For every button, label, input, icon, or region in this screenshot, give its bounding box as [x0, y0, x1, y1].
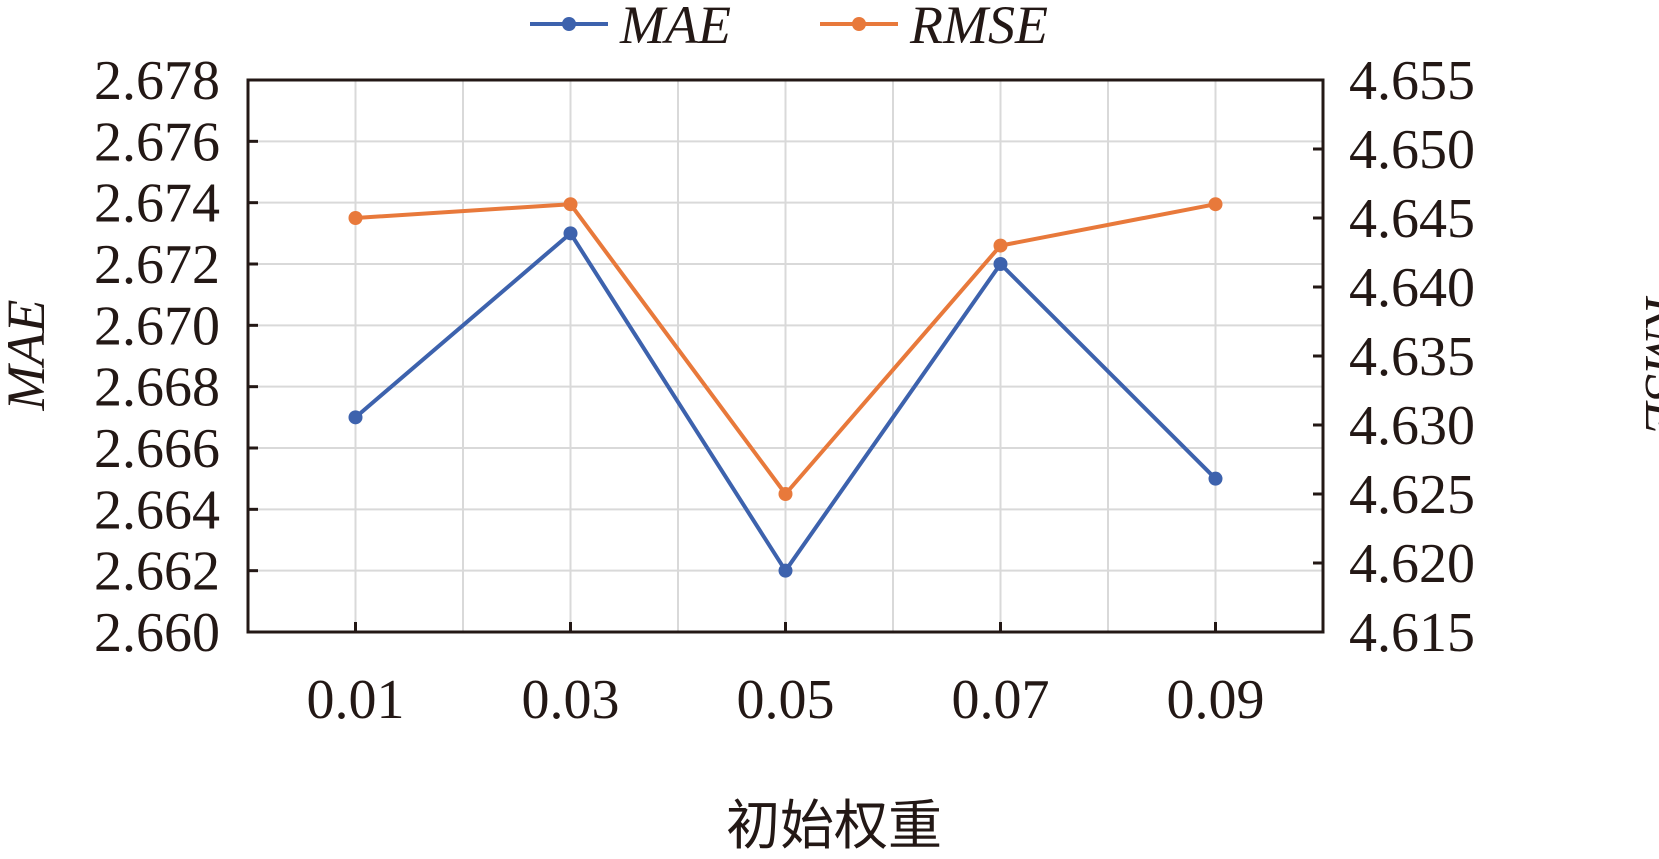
y-right-tick-label: 4.615 [1349, 602, 1475, 664]
y-left-tick-label: 2.664 [94, 479, 220, 541]
y-left-tick-label: 2.660 [94, 602, 220, 664]
mae-data-point [348, 410, 363, 425]
x-tick-label: 0.05 [737, 669, 835, 731]
y-right-tick-label: 4.625 [1349, 464, 1475, 526]
y-right-tick-label: 4.650 [1349, 119, 1475, 181]
x-tick-label: 0.09 [1167, 669, 1265, 731]
axes [246, 78, 1325, 634]
rmse-data-point [563, 197, 578, 212]
y-left-tick-label: 2.670 [94, 295, 220, 357]
legend-mae-marker [562, 17, 576, 31]
tick-labels: 2.6602.6622.6642.6662.6682.6702.6722.674… [94, 50, 1475, 731]
y-right-tick-label: 4.640 [1349, 257, 1475, 319]
legend: MAE RMSE [530, 0, 1048, 55]
mae-data-point [563, 226, 578, 241]
mae-data-point [778, 563, 793, 578]
y-left-tick-label: 2.662 [94, 541, 220, 603]
y-right-tick-label: 4.620 [1349, 533, 1475, 595]
x-tick-label: 0.03 [522, 669, 620, 731]
y-left-tick-label: 2.676 [94, 111, 220, 173]
y-left-tick-label: 2.668 [94, 357, 220, 419]
legend-rmse-marker [852, 17, 866, 31]
x-tick-label: 0.01 [307, 669, 405, 731]
y-left-axis-title: MAE [0, 300, 56, 412]
x-tick-label: 0.07 [952, 669, 1050, 731]
y-left-tick-label: 2.674 [94, 173, 220, 235]
rmse-data-point [348, 211, 363, 225]
y-left-tick-label: 2.678 [94, 50, 220, 112]
y-right-tick-label: 4.655 [1349, 50, 1475, 112]
y-right-axis-title: RMSE [1634, 295, 1659, 434]
rmse-data-point [1208, 197, 1223, 212]
mae-data-point [993, 257, 1008, 271]
legend-rmse-label: RMSE [909, 0, 1048, 55]
y-right-tick-label: 4.630 [1349, 395, 1475, 457]
y-right-tick-label: 4.645 [1349, 188, 1475, 250]
grid [248, 80, 1323, 632]
y-left-tick-label: 2.672 [94, 234, 220, 296]
series [348, 197, 1223, 578]
legend-mae-label: MAE [619, 0, 731, 55]
y-right-tick-label: 4.635 [1349, 326, 1475, 388]
x-axis-title: 初始权重 [726, 794, 942, 857]
y-left-tick-label: 2.666 [94, 418, 220, 480]
rmse-data-point [778, 487, 793, 501]
rmse-data-point [993, 238, 1008, 253]
mae-data-point [1208, 471, 1223, 486]
